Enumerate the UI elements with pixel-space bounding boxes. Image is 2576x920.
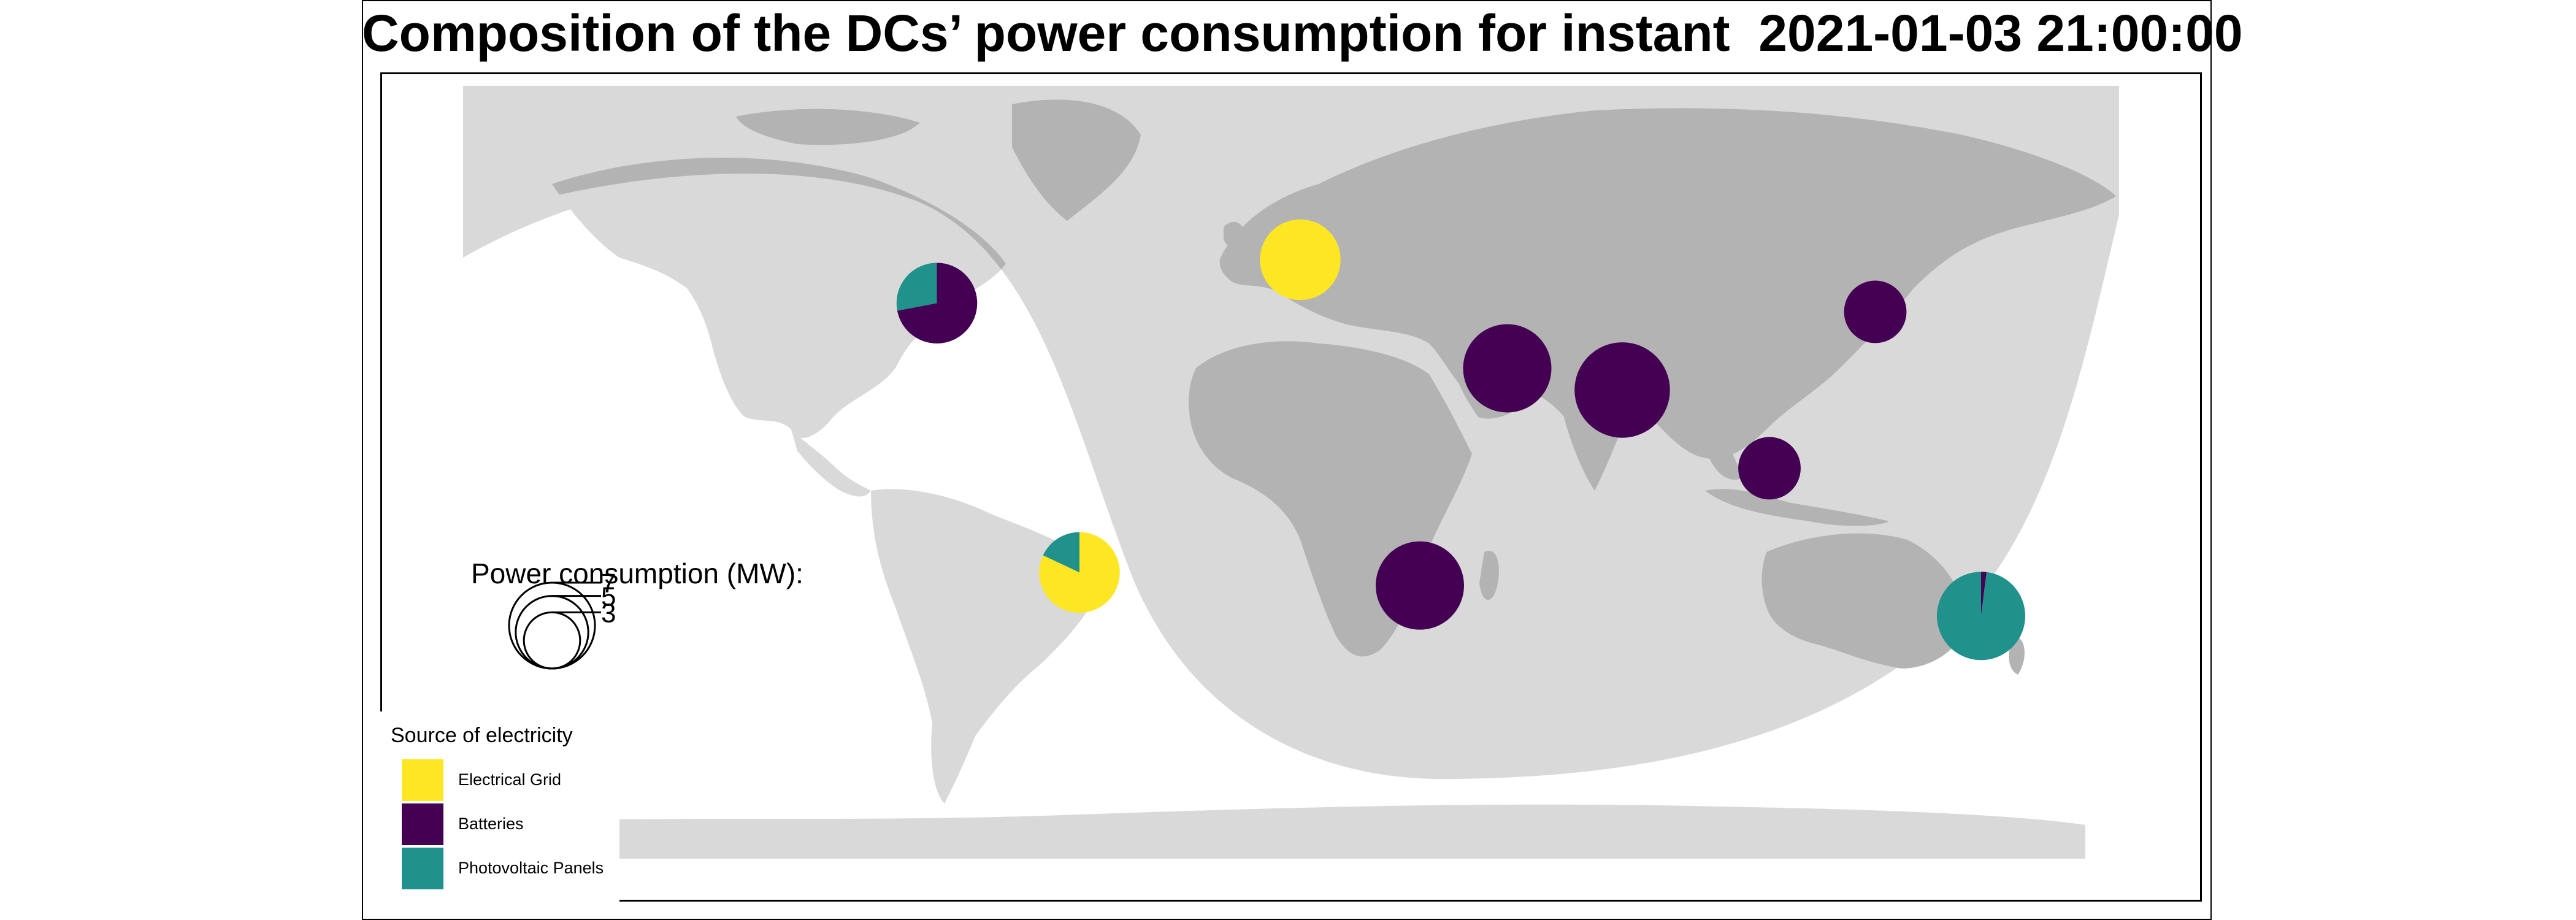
pie-slice-batteries: [897, 263, 978, 343]
pie-slice-pv: [896, 263, 937, 311]
pie-slice-batteries: [1738, 437, 1801, 500]
land-eurasia-africa: [1189, 108, 2116, 675]
size-legend-label: 5: [601, 582, 616, 612]
data-center-pie: [1463, 324, 1552, 413]
data-center-pie: [1738, 437, 1801, 500]
legend-label-grid: Electrical Grid: [458, 770, 562, 789]
data-center-pie: [1039, 532, 1120, 613]
data-center-pie: [1936, 572, 2026, 661]
pie-slice-pv: [1936, 572, 2026, 661]
legend-label-pv: Photovoltaic Panels: [458, 859, 604, 877]
size-legend: 753: [508, 569, 616, 670]
color-legend-title: Source of electricity: [391, 724, 573, 747]
size-legend-circle: [515, 595, 589, 670]
pie-slice-grid: [1260, 219, 1341, 301]
data-center-pie: [1574, 342, 1670, 438]
size-legend-title: Power consumption (MW):: [471, 558, 803, 589]
pie-slice-batteries: [1375, 541, 1465, 630]
color-legend: Source of electricity Electrical Grid Ba…: [377, 711, 619, 911]
pie-slice-batteries: [1844, 280, 1907, 343]
size-legend-circle: [523, 611, 581, 670]
data-center-pies: [896, 219, 2026, 661]
legend-swatch-batteries: [402, 803, 443, 845]
size-legend-label: 7: [601, 569, 616, 599]
legend-swatch-pv: [402, 848, 443, 889]
data-center-pie: [896, 263, 978, 343]
data-center-pie: [1844, 280, 1907, 343]
size-legend-label: 3: [601, 598, 616, 628]
map-panel: [380, 72, 2202, 902]
legend-label-batteries: Batteries: [458, 815, 524, 833]
figure-title: Composition of the DCs’ power consumptio…: [362, 4, 2243, 62]
pie-slice-batteries: [1463, 324, 1552, 413]
legend-swatch-grid: [402, 759, 443, 801]
pie-slice-pv: [1043, 532, 1079, 573]
pie-slice-batteries: [1981, 572, 1987, 616]
pie-slice-batteries: [1574, 342, 1670, 438]
data-center-pie: [1375, 541, 1465, 630]
data-center-pie: [1260, 219, 1341, 301]
